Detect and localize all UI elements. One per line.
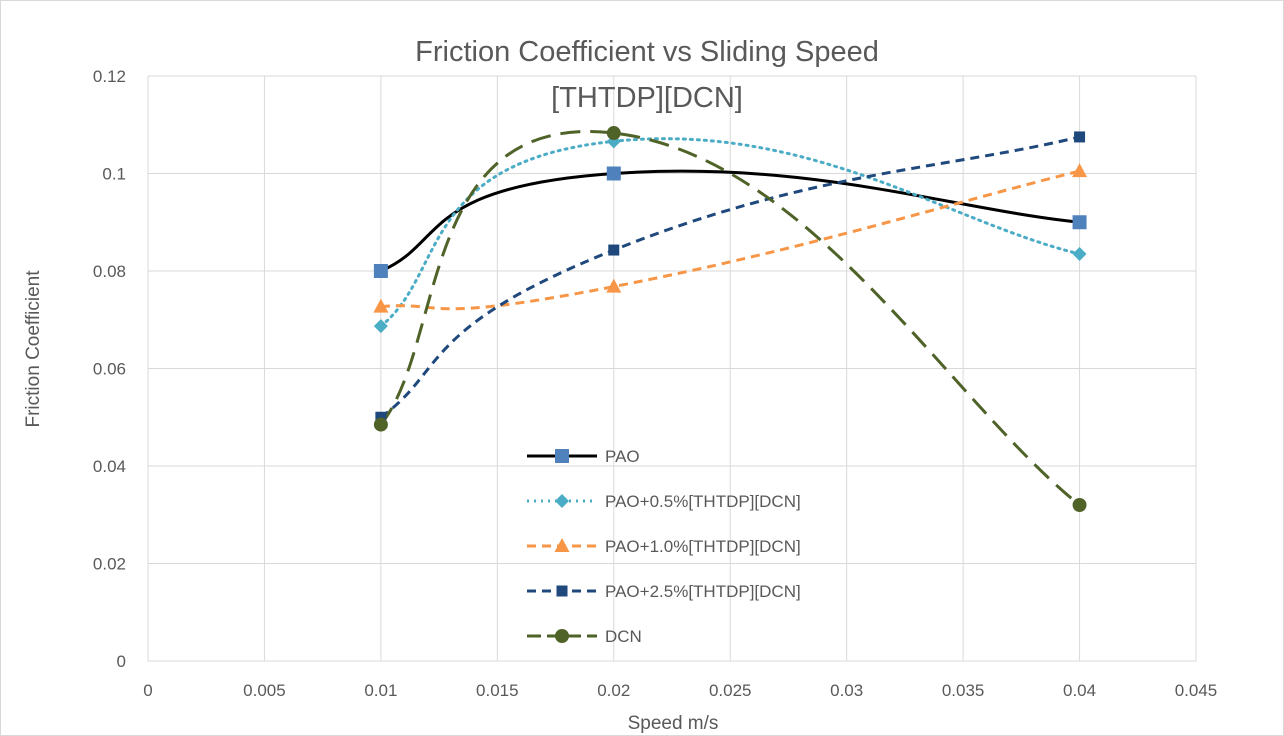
data-point-0-0 — [373, 264, 388, 278]
x-tick-label: 0.005 — [243, 681, 286, 700]
x-tick-label: 0.035 — [942, 681, 985, 700]
legend-label: PAO — [605, 447, 640, 466]
legend-marker — [556, 585, 568, 597]
x-tick-label: 0.03 — [830, 681, 863, 700]
axis-layer: 0 0.005 0.01 0.015 0.02 0.025 0.03 0.035 0.04 0.0… — [93, 67, 1217, 700]
data-point-3-0 — [375, 411, 387, 423]
grid-layer — [147, 75, 1197, 662]
data-point-2-0 — [373, 298, 389, 313]
legend-marker — [555, 629, 569, 643]
data-point-3-1 — [608, 244, 620, 256]
y-tick-label: 0.1 — [102, 165, 126, 184]
y-tick-label: 0.08 — [93, 262, 126, 281]
legend-marker — [555, 449, 569, 463]
legend-marker — [555, 494, 569, 508]
x-tick-label: 0 — [143, 681, 152, 700]
x-tick-label: 0.02 — [597, 681, 630, 700]
series-layer — [373, 126, 1088, 512]
legend-label: PAO+1.0%[THTDP][DCN] — [605, 537, 801, 556]
legend-entry: PAO+2.5%[THTDP][DCN] — [527, 582, 801, 601]
legend: PAO PAO+0.5%[THTDP][DCN] PAO+1.0%[THTDP][D… — [527, 447, 801, 646]
chart-subtitle: [THTDP][DCN] — [551, 82, 743, 114]
y-tick-label: 0 — [117, 652, 126, 671]
data-point-4-0 — [373, 417, 388, 432]
data-point-1-2 — [1072, 246, 1087, 261]
series-line-3 — [380, 135, 1080, 419]
legend-entry: PAO+1.0%[THTDP][DCN] — [527, 537, 801, 556]
data-point-4-1 — [606, 126, 621, 141]
series-line-2 — [380, 169, 1080, 311]
y-tick-label: 0.02 — [93, 555, 126, 574]
legend-entry: DCN — [527, 627, 642, 646]
legend-entry: PAO+0.5%[THTDP][DCN] — [527, 492, 801, 511]
data-point-0-2 — [1072, 215, 1087, 230]
data-point-1-0 — [373, 319, 388, 334]
data-point-0-1 — [606, 166, 621, 181]
legend-label: DCN — [605, 627, 642, 646]
x-tick-label: 0.01 — [364, 681, 397, 700]
y-tick-label: 0.06 — [93, 360, 126, 379]
legend-entry: PAO — [527, 447, 640, 466]
series-line-1 — [379, 137, 1082, 328]
x-tick-label: 0.025 — [709, 681, 752, 700]
legend-label: PAO+0.5%[THTDP][DCN] — [605, 492, 801, 511]
series-line-4 — [379, 130, 1081, 507]
y-tick-label: 0.12 — [93, 67, 126, 86]
data-point-3-2 — [1074, 131, 1086, 143]
x-tick-label: 0.04 — [1063, 681, 1096, 700]
chart-title: Friction Coefficient vs Sliding Speed — [415, 36, 879, 68]
data-point-4-2 — [1072, 498, 1087, 512]
x-axis-label: Speed m/s — [628, 713, 719, 734]
legend-label: PAO+2.5%[THTDP][DCN] — [605, 582, 801, 601]
y-tick-label: 0.04 — [93, 457, 126, 476]
x-tick-label: 0.015 — [476, 681, 519, 700]
data-point-2-1 — [606, 278, 622, 293]
y-axis-label: Friction Coefficient — [23, 270, 44, 428]
x-tick-label: 0.045 — [1175, 681, 1218, 700]
legend-marker — [554, 538, 570, 552]
data-point-2-2 — [1072, 163, 1088, 178]
